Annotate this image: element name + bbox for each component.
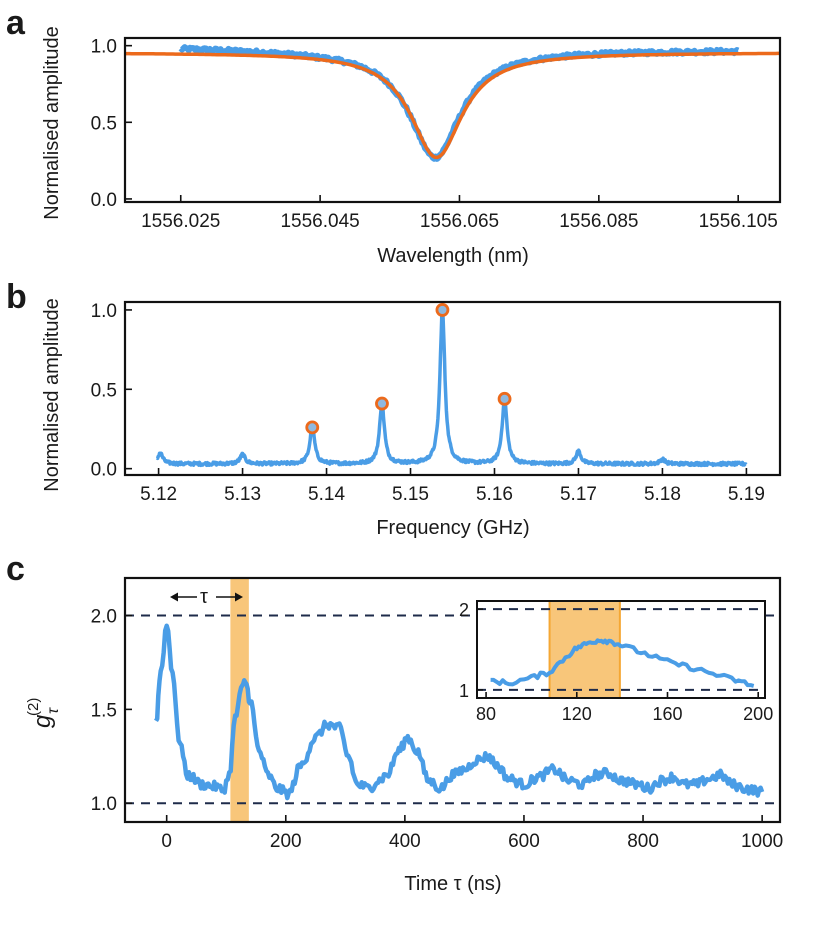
inset-frame <box>476 600 766 699</box>
y-tick-label: 2.0 <box>91 607 117 628</box>
y-tick-label: 1.0 <box>91 794 117 815</box>
x-tick-label: 400 <box>389 831 421 852</box>
inset-series-g2 <box>490 638 755 688</box>
panel-b-frame <box>123 300 782 477</box>
panel-a-frame <box>123 36 782 204</box>
panel-c-ylabel: g τ (2) <box>25 698 62 728</box>
panel-b-frequency-spectrum: b Normalised amplitude Frequency (GHz) 5… <box>6 278 782 539</box>
tau-label: τ <box>200 586 208 608</box>
ylabel-g: g <box>29 714 56 728</box>
panel-c-xlabel: Time τ (ns) <box>404 873 501 895</box>
x-tick-label: 1556.025 <box>141 211 220 232</box>
y-tick-label: 1 <box>459 681 469 701</box>
x-tick-label: 80 <box>476 704 496 724</box>
series-g2 <box>154 623 765 801</box>
x-tick-label: 5.15 <box>392 484 429 505</box>
panel-b-xlabel: Frequency (GHz) <box>376 517 529 539</box>
panel-label-a: a <box>6 4 26 42</box>
x-tick-label: 1000 <box>741 831 783 852</box>
peak-marker <box>375 396 389 411</box>
x-tick-label: 1556.105 <box>699 211 778 232</box>
peak-marker <box>435 303 450 317</box>
tau-arrowhead-right <box>235 592 243 602</box>
panel-label-c: c <box>6 550 25 588</box>
peak-marker <box>497 391 512 406</box>
x-tick-label: 5.13 <box>224 484 261 505</box>
panel-a-xlabel: Wavelength (nm) <box>377 245 529 267</box>
x-tick-label: 5.12 <box>140 484 177 505</box>
x-tick-label: 200 <box>743 704 773 724</box>
ylabel-tau-subscript: τ <box>45 707 62 714</box>
y-tick-label: 0.5 <box>91 380 117 401</box>
series-lorentzian-fit <box>125 51 780 160</box>
x-tick-label: 5.17 <box>560 484 597 505</box>
x-tick-label: 600 <box>508 831 540 852</box>
y-tick-label: 0.0 <box>91 190 117 211</box>
x-tick-label: 1556.065 <box>420 211 499 232</box>
x-tick-label: 120 <box>562 704 592 724</box>
x-tick-label: 800 <box>627 831 659 852</box>
x-tick-label: 0 <box>161 831 172 852</box>
panel-label-b: b <box>6 278 27 316</box>
inset-background <box>477 601 765 698</box>
panel-a-wavelength-spectrum: a Normalised amplitude Wavelength (nm) 1… <box>6 4 782 267</box>
panel-c-frame <box>123 576 782 824</box>
x-tick-label: 1556.085 <box>559 211 638 232</box>
tau-arrowhead-left <box>170 592 178 602</box>
panel-c-inset: 80 120 160 200 1 2 <box>459 600 773 724</box>
y-tick-label: 1.0 <box>91 301 117 322</box>
ylabel-superscript: (2) <box>25 698 42 716</box>
series-measured-transmission <box>178 44 740 162</box>
x-tick-label: 5.16 <box>476 484 513 505</box>
x-tick-label: 5.19 <box>728 484 765 505</box>
x-tick-label: 1556.045 <box>280 211 359 232</box>
tau-annotation: τ <box>170 586 243 608</box>
panel-b-ylabel: Normalised amplitude <box>41 298 63 491</box>
y-tick-label: 0.5 <box>91 113 117 134</box>
x-tick-label: 5.14 <box>308 484 345 505</box>
y-tick-label: 0.0 <box>91 460 117 481</box>
x-tick-label: 160 <box>652 704 682 724</box>
series-rf-spectrum <box>155 306 748 468</box>
inset-highlight-band <box>548 600 621 699</box>
peak-marker <box>305 420 320 435</box>
x-tick-label: 5.18 <box>644 484 681 505</box>
x-tick-label: 200 <box>270 831 302 852</box>
y-tick-label: 2 <box>459 600 469 620</box>
panel-a-ylabel: Normalised amplitude <box>41 26 63 219</box>
y-tick-label: 1.5 <box>91 700 117 721</box>
y-tick-label: 1.0 <box>91 37 117 58</box>
panel-c-g2-correlation: c g τ (2) Time τ (ns) 0 200 400 600 800 1000 1… <box>6 550 783 895</box>
